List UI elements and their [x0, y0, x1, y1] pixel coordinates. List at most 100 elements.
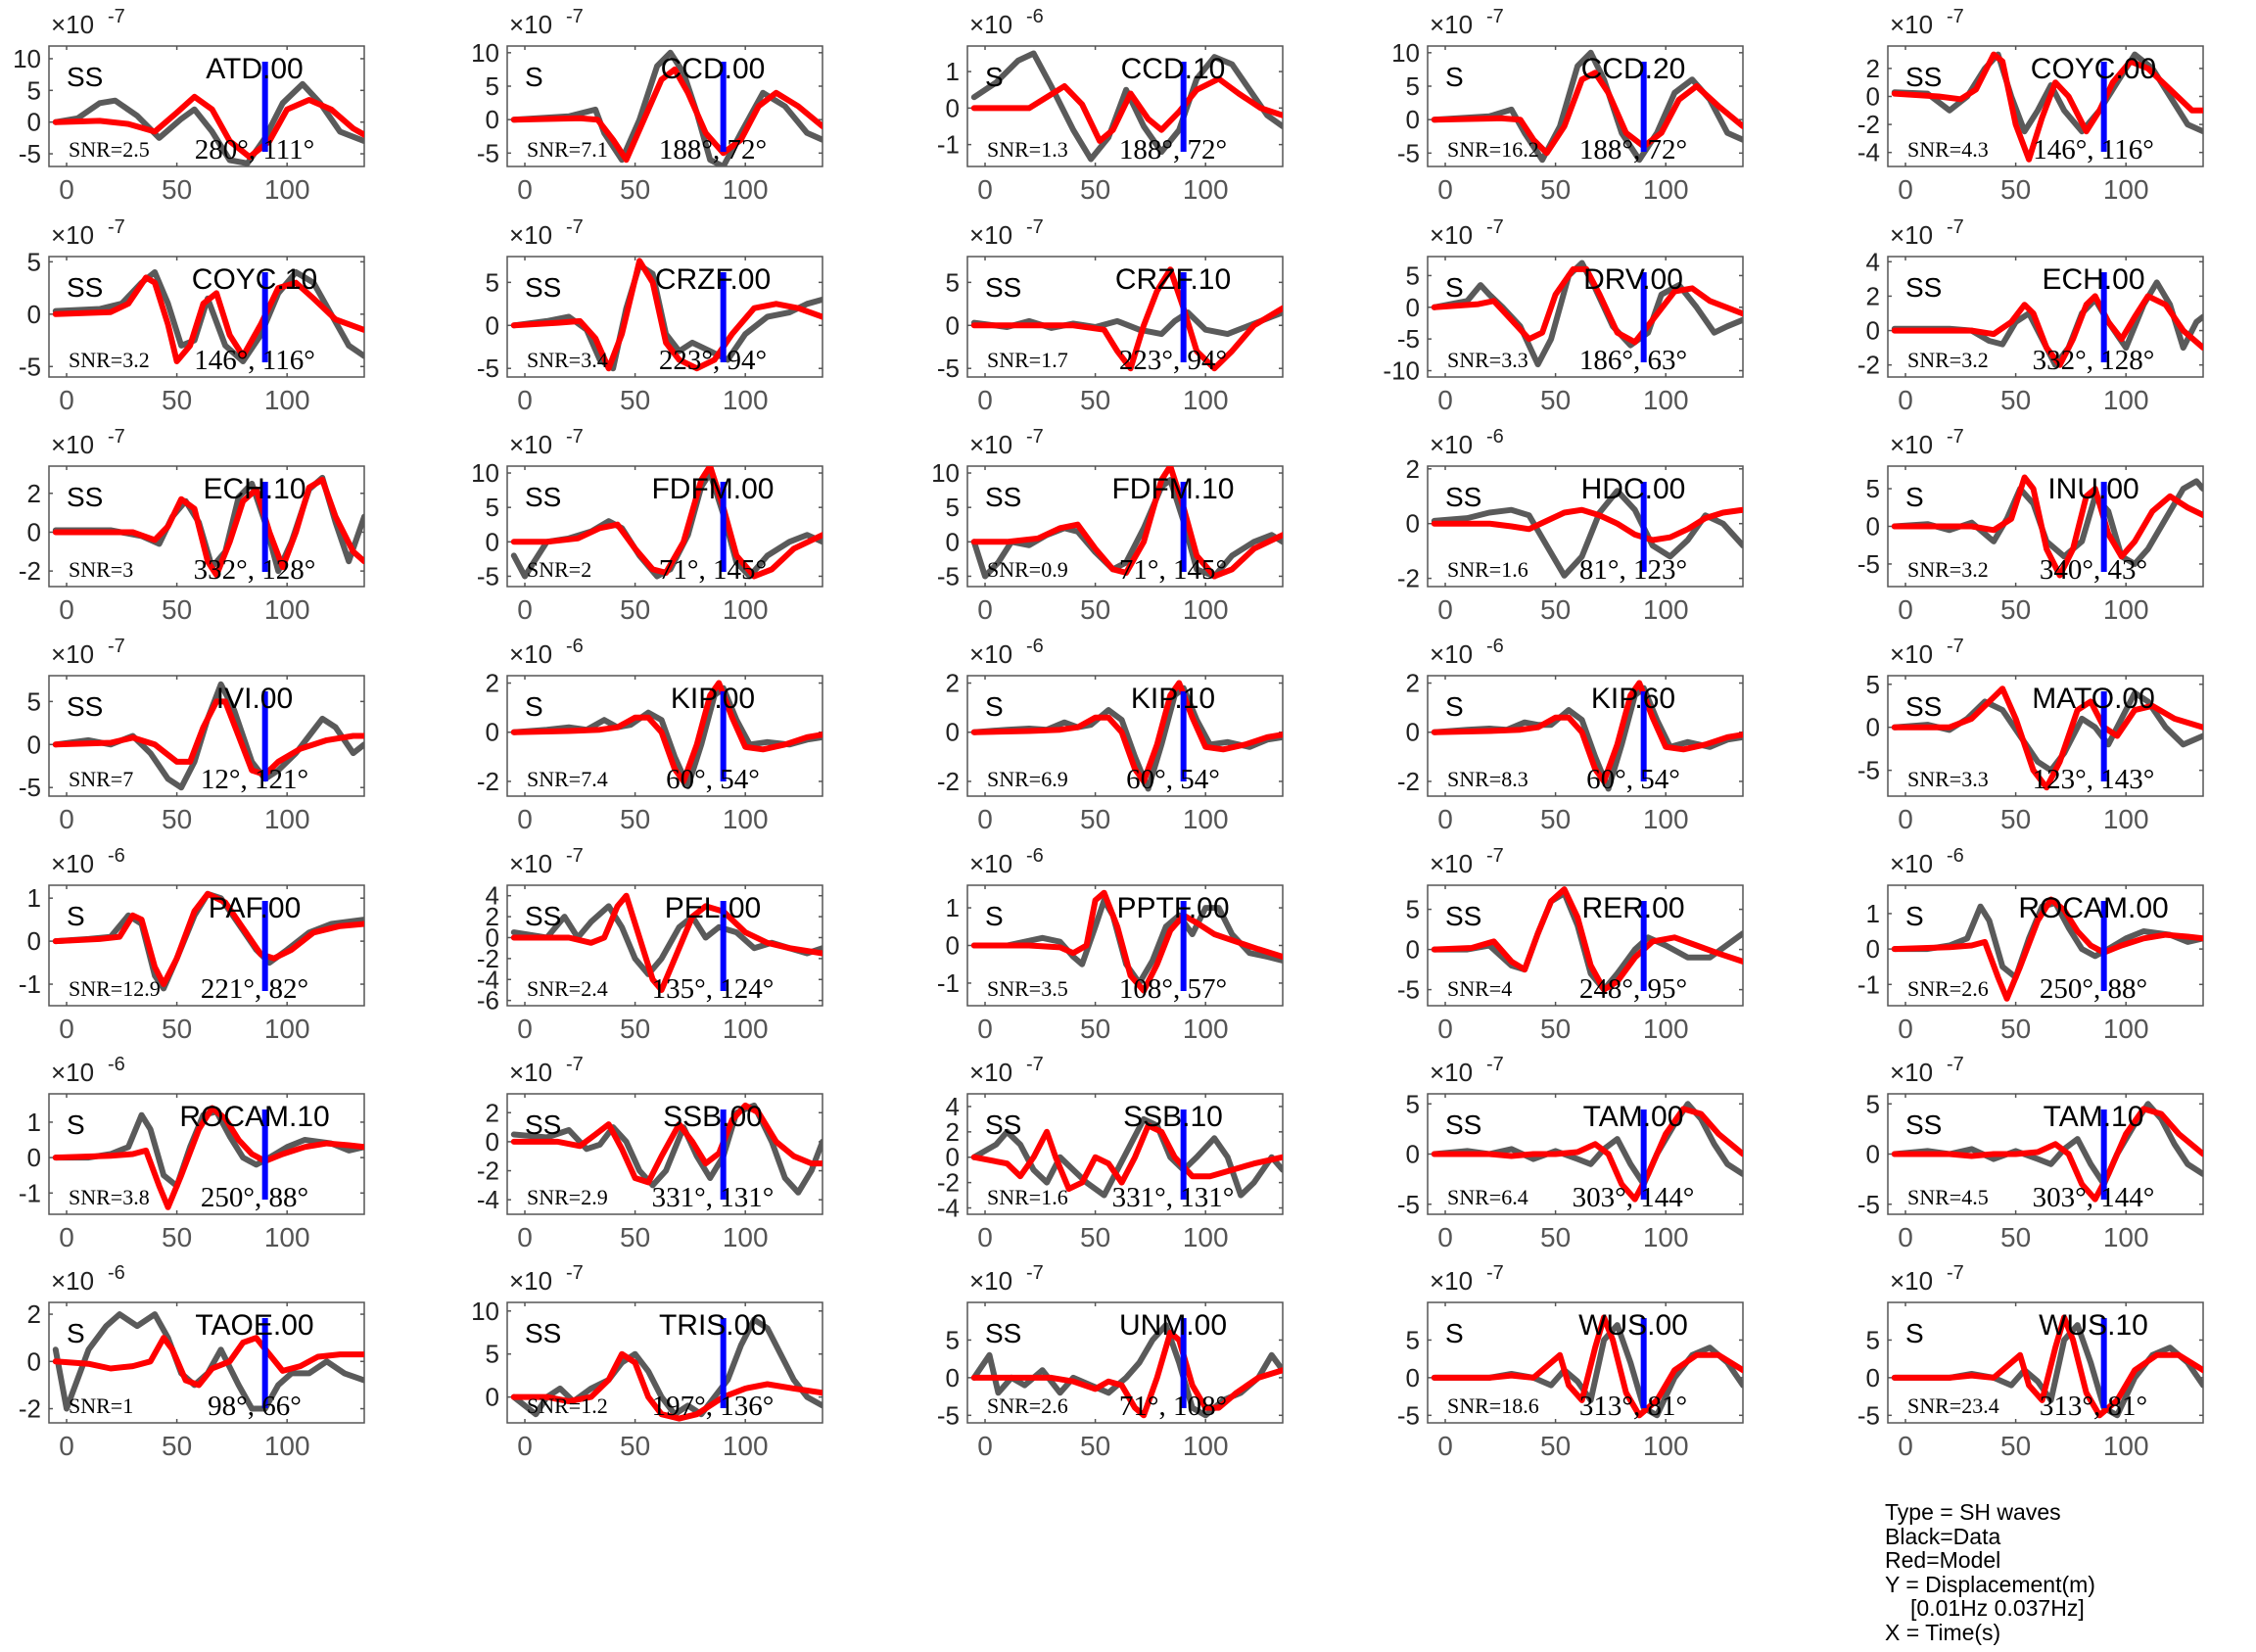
exponent-power: -7 — [1026, 216, 1044, 238]
panel-taoe-00: 0 50 100 -2 0 2 ×10 -6 S TAOE.00 SNR=1 98°, 66° — [19, 1262, 365, 1461]
x-tick-label: 50 — [620, 385, 650, 415]
x-tick-label: 50 — [1080, 804, 1110, 834]
y-tick-label: -1 — [19, 969, 41, 999]
axes-box — [506, 45, 823, 167]
legend-x: X = Time(s) — [1885, 1619, 2001, 1645]
y-tick-label: 5 — [1406, 71, 1420, 101]
phase-label: S — [67, 1318, 85, 1348]
phase-label: SS — [985, 1318, 1021, 1348]
y-tick-label: 0 — [1406, 293, 1420, 322]
x-tick-label: 50 — [1540, 174, 1571, 205]
y-tick-label: 0 — [486, 310, 499, 340]
panel-ech-10: 0 50 100 -2 0 2 ×10 -7 SS ECH.10 SNR=3 332°, 128° — [19, 426, 365, 625]
axes-box — [48, 256, 365, 378]
exponent-power: -7 — [566, 845, 584, 867]
snr-label: SNR=1.6 — [1447, 557, 1528, 582]
x-tick-label: 100 — [2103, 1014, 2149, 1044]
snr-label: SNR=0.9 — [987, 557, 1068, 582]
exponent-base: ×10 — [1890, 849, 1933, 878]
station-label: HDC.00 — [1581, 473, 1686, 505]
x-tick-label: 0 — [1437, 594, 1453, 625]
y-tick-label: -1 — [19, 1178, 41, 1207]
angles-label: 135°, 124° — [652, 973, 775, 1005]
y-tick-label: -5 — [19, 773, 41, 802]
data-trace — [1431, 1101, 1743, 1188]
x-tick-label: 50 — [1540, 804, 1571, 834]
x-tick-label: 100 — [2103, 594, 2149, 625]
y-tick-label: -2 — [477, 767, 499, 796]
y-tick-label: 0 — [486, 1383, 499, 1412]
x-tick-label: 50 — [1540, 385, 1571, 415]
x-tick-label: 100 — [723, 174, 769, 205]
station-label: ECH.10 — [203, 473, 306, 505]
y-tick-label: 5 — [1406, 260, 1420, 290]
x-tick-label: 0 — [1437, 1431, 1453, 1461]
angles-label: 12°, 121° — [201, 764, 308, 795]
snr-label: SNR=3.2 — [1907, 557, 1989, 582]
axes-box — [966, 45, 1284, 167]
y-tick-label: -5 — [937, 561, 960, 590]
model-trace — [970, 266, 1283, 372]
y-tick-label: 4 — [946, 1092, 960, 1121]
station-label: WUS.00 — [1578, 1309, 1688, 1342]
x-tick-label: 0 — [1898, 1431, 1913, 1461]
panel-hdc-00: 0 50 100 -2 0 2 ×10 -6 SS HDC.00 SNR=1.6 81°, 123° — [1397, 426, 1744, 625]
exponent-base: ×10 — [969, 430, 1012, 459]
x-tick-label: 100 — [264, 385, 310, 415]
angles-label: 223°, 94° — [659, 345, 767, 376]
y-tick-label: 0 — [1406, 509, 1420, 539]
snr-label: SNR=12.9 — [69, 976, 161, 1001]
phase-label: S — [525, 62, 543, 92]
exponent-base: ×10 — [969, 639, 1012, 669]
exponent-power: -7 — [566, 426, 584, 448]
snr-label: SNR=1 — [69, 1393, 133, 1418]
snr-label: SNR=18.6 — [1447, 1393, 1539, 1418]
angles-label: 303°, 144° — [1573, 1182, 1695, 1213]
exponent-power: -6 — [1947, 845, 1964, 867]
x-tick-label: 50 — [1080, 174, 1110, 205]
x-tick-label: 0 — [59, 174, 74, 205]
y-tick-label: 5 — [1406, 895, 1420, 924]
panel-inu-00: 0 50 100 -5 0 5 ×10 -7 S INU.00 SNR=3.2 340°, 43° — [1857, 426, 2204, 625]
x-tick-label: 50 — [1540, 1014, 1571, 1044]
x-tick-label: 100 — [1183, 804, 1229, 834]
y-tick-label: 0 — [27, 517, 41, 546]
model-trace — [1891, 896, 2203, 1002]
exponent-power: -6 — [566, 636, 584, 657]
angles-label: 71°, 145° — [1119, 554, 1227, 586]
y-tick-label: 0 — [1406, 1363, 1420, 1392]
model-trace — [510, 66, 822, 164]
x-tick-label: 0 — [1898, 594, 1913, 625]
x-tick-label: 0 — [1437, 385, 1453, 415]
axes-box — [506, 1093, 823, 1215]
model-trace — [510, 892, 822, 993]
phase-label: SS — [67, 482, 103, 512]
exponent-base: ×10 — [969, 10, 1012, 39]
angles-label: 303°, 144° — [2033, 1182, 2155, 1213]
x-tick-label: 100 — [723, 804, 769, 834]
angles-label: 81°, 123° — [1579, 554, 1687, 586]
y-tick-label: 4 — [486, 881, 499, 911]
axes-box — [1427, 256, 1744, 378]
x-tick-label: 0 — [517, 174, 533, 205]
y-tick-label: -5 — [477, 354, 499, 383]
y-tick-label: 5 — [1406, 1325, 1420, 1354]
x-tick-label: 100 — [1183, 385, 1229, 415]
x-tick-label: 50 — [162, 385, 192, 415]
y-tick-label: 0 — [486, 718, 499, 747]
exponent-base: ×10 — [51, 1266, 94, 1296]
phase-label: SS — [985, 272, 1021, 303]
model-trace — [1431, 265, 1743, 346]
phase-label: S — [1445, 62, 1464, 92]
model-trace — [52, 890, 364, 987]
snr-label: SNR=2.6 — [987, 1393, 1068, 1418]
y-tick-label: -4 — [477, 1185, 499, 1214]
x-tick-label: 100 — [2103, 174, 2149, 205]
angles-label: 331°, 131° — [1112, 1182, 1235, 1213]
y-tick-label: -2 — [1857, 110, 1880, 139]
model-trace — [1431, 70, 1743, 157]
x-tick-label: 100 — [1643, 594, 1689, 625]
x-tick-label: 100 — [2103, 1431, 2149, 1461]
